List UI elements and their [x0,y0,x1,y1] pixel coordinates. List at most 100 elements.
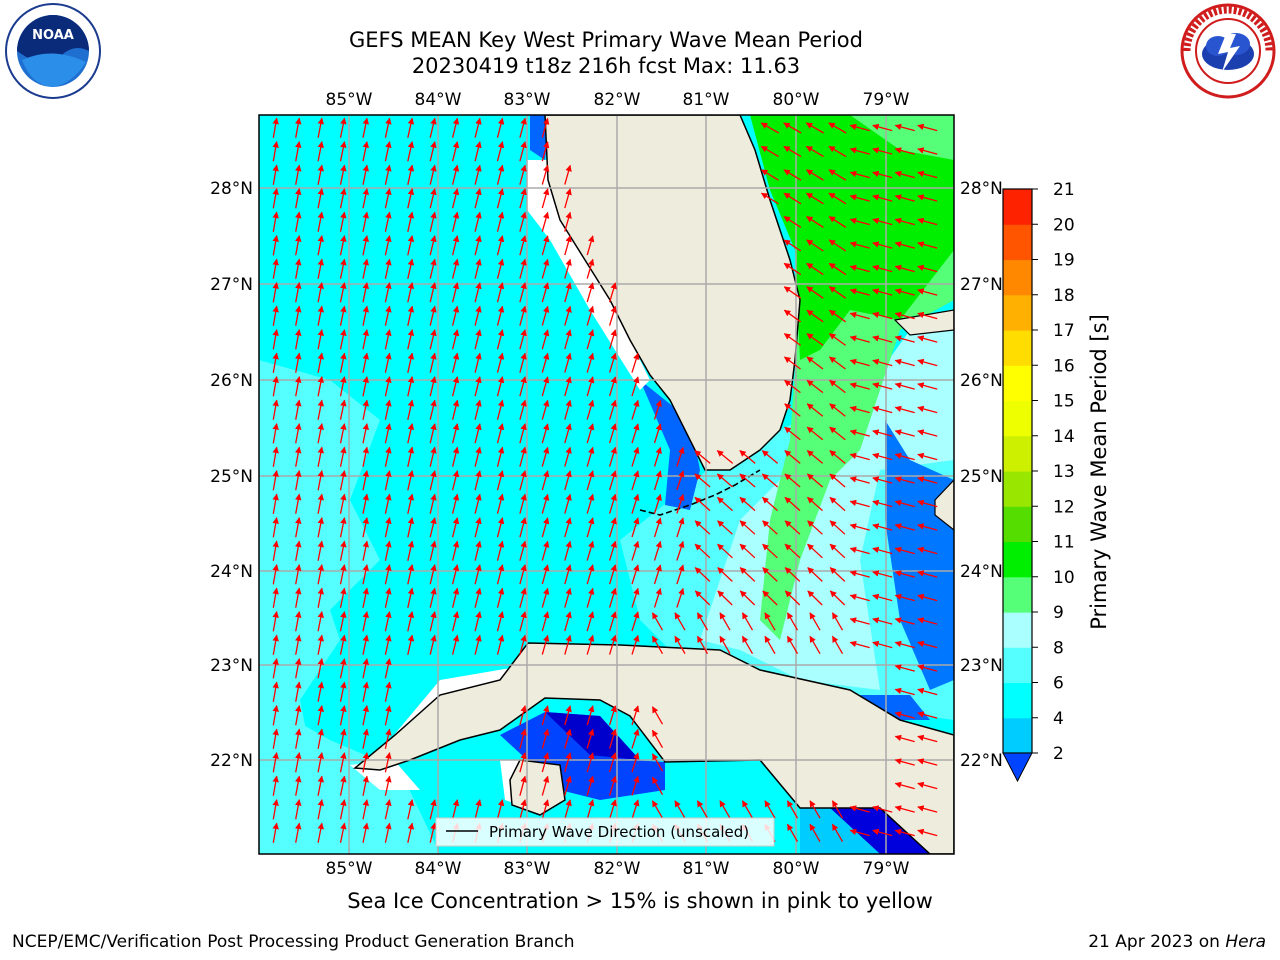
wave-arrow [362,258,370,279]
wave-arrow [519,305,527,326]
lon-tick-label-top: 85°W [326,90,373,110]
wave-arrow [631,564,640,585]
period-field-4-6-bahamas [885,420,954,690]
wave-arrow [272,564,279,585]
wave-arrow [429,799,437,820]
wave-arrow [829,520,846,535]
wave-arrow [694,567,711,582]
wave-arrow [631,775,640,796]
wave-arrow [339,752,347,773]
wave-arrow [849,499,870,508]
wave-arrow [451,282,460,303]
wave-arrow [451,423,460,444]
wave-arrow [917,758,938,766]
wave-arrow [849,828,870,837]
wave-arrow [586,493,595,514]
wave-arrow [339,446,347,467]
wave-arrow [362,517,370,538]
wave-arrow [849,335,870,343]
wave-arrow [496,470,505,491]
period-field-2-4-southeast [830,808,930,854]
wave-arrow [849,311,870,320]
wave-arrow [631,705,640,726]
land-andros [934,479,954,531]
wave-arrow [295,634,302,655]
wave-arrow [451,799,460,820]
colorbar-tick-label: 6 [1053,674,1064,694]
wave-arrow [317,658,324,679]
wave-arrow [894,546,915,555]
wave-arrow [608,352,617,373]
wave-arrow [272,681,279,702]
wave-arrow [917,241,938,249]
wave-arrow [429,493,437,514]
wave-arrow [719,635,731,655]
wave-arrow [872,640,893,649]
wave-arrow [474,493,482,514]
wave-arrow [764,800,776,819]
colorbar-segment [1003,400,1032,437]
wave-arrow [519,211,527,232]
wave-arrow [295,376,302,397]
wave-arrow [272,399,279,420]
wave-arrow [295,423,302,444]
colorbar-tick-label: 21 [1053,180,1075,200]
lon-tick-label-bottom: 80°W [773,859,820,879]
wave-arrow [474,564,482,585]
wave-arrow [719,612,731,631]
wave-arrow [917,405,938,414]
wave-arrow [917,664,938,672]
wave-arrow [339,117,347,138]
lat-tick-label-left: 25°N [210,467,253,487]
wave-arrow [295,446,302,467]
wave-arrow [451,352,460,373]
wave-arrow [474,399,482,420]
wave-arrow [717,567,733,582]
wave-arrow [317,282,324,303]
wave-arrow [362,775,370,796]
wave-arrow [894,452,915,461]
wave-arrow [384,775,392,796]
wave-arrow [784,567,801,582]
wave-arrow [317,517,324,538]
wave-arrow [362,376,370,397]
graticule [259,115,954,854]
wave-arrow [384,540,392,561]
wave-arrow [849,805,870,813]
wave-arrow [429,164,437,185]
colorbar-tick-label: 18 [1053,286,1075,306]
wave-arrow [564,282,572,303]
lat-tick-label-left: 28°N [210,179,253,199]
wave-arrow [362,587,370,608]
wave-arrow [806,262,824,276]
wave-arrow [451,235,460,256]
wave-arrow [586,564,595,585]
wave-arrow [295,728,302,749]
lon-tick-label-bottom: 85°W [326,859,373,879]
wave-arrow [741,635,754,655]
wave-arrow [541,282,550,303]
wave-arrow [849,217,870,226]
wave-arrow [894,335,915,343]
wave-arrow [339,658,347,679]
colorbar-segment [1003,506,1032,543]
wave-arrow [564,705,572,726]
colorbar-tick-label: 17 [1053,321,1075,341]
wave-arrow [384,658,392,679]
wave-arrow [762,543,778,559]
wave-arrow [564,752,572,773]
wave-arrow [872,523,893,531]
wave-arrow [564,446,572,467]
wave-arrow [541,799,550,820]
wave-arrow [608,329,617,350]
wave-arrow [496,376,505,397]
wave-arrow [608,799,617,820]
wave-arrow [339,352,347,373]
lat-tick-label-right: 23°N [960,656,1003,676]
colorbar-tick-label: 19 [1053,251,1075,271]
wave-arrow [631,352,640,373]
wave-arrow [608,587,617,608]
wave-arrow [451,141,460,162]
wave-arrow [384,634,392,655]
wave-arrow [496,611,505,632]
